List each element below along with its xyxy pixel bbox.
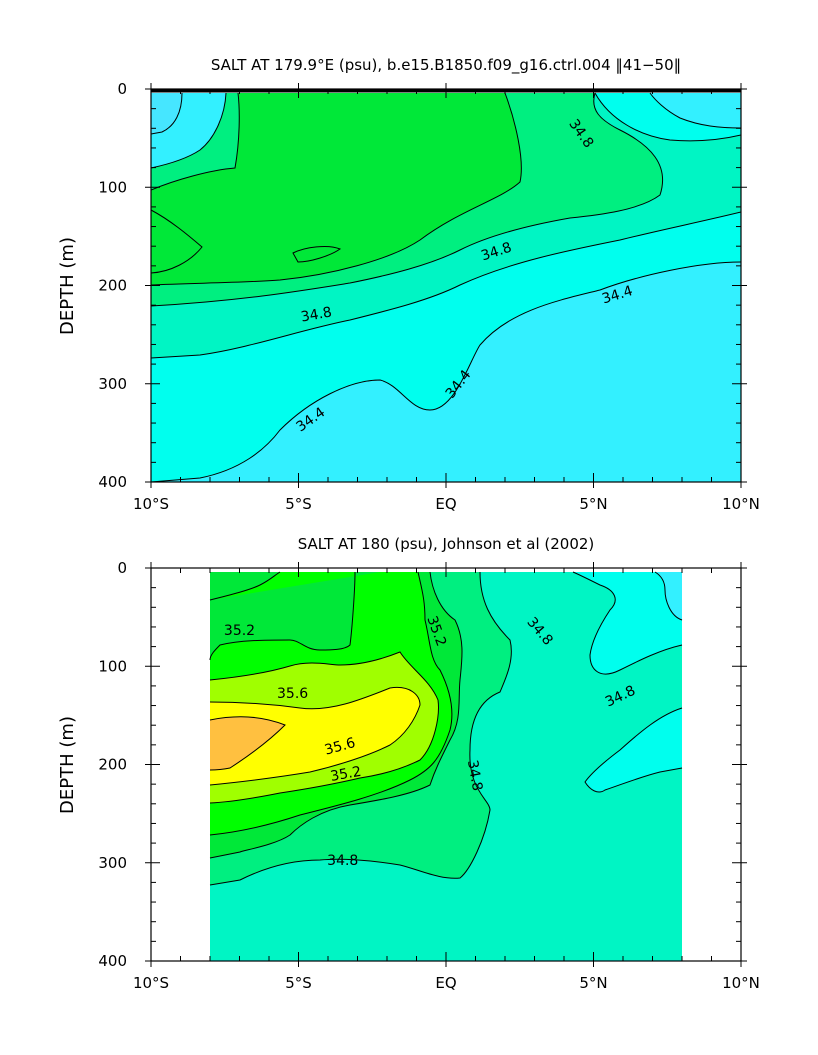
top-chart-title: SALT AT 179.9°E (psu), b.e15.B1850.f09_g… bbox=[211, 56, 681, 75]
bottom-y-tick-label: 400 bbox=[98, 952, 127, 970]
top-y-tick-label: 200 bbox=[98, 277, 127, 295]
bottom-contour-label: 35.2 bbox=[329, 764, 362, 785]
top-x-tick-label: 10°S bbox=[133, 495, 169, 513]
top-y-axis-label: DEPTH (m) bbox=[57, 237, 78, 335]
bottom-y-tick-label: 200 bbox=[98, 756, 127, 774]
top-panel: SALT AT 179.9°E (psu), b.e15.B1850.f09_g… bbox=[57, 56, 760, 513]
top-contour-34.8 bbox=[151, 92, 664, 307]
bottom-contour-fills bbox=[209, 571, 683, 961]
bottom-contour-35.2-upper bbox=[209, 571, 356, 661]
bottom-x-tick-label: 10°S bbox=[133, 974, 169, 992]
bottom-y-axis-label: DEPTH (m) bbox=[57, 716, 78, 814]
bottom-contour-upper-right-2 bbox=[654, 571, 683, 621]
bottom-fill-35.8-36.0 bbox=[210, 687, 420, 785]
top-contour-lines bbox=[151, 92, 741, 482]
bottom-contour-label-text: 35.2 bbox=[224, 623, 255, 639]
bottom-contour-35.2-corner bbox=[209, 571, 281, 601]
bottom-contour-35.2-inner bbox=[209, 571, 453, 836]
bottom-contour-35.8 bbox=[209, 716, 286, 771]
top-fill-35.0-35.2 bbox=[151, 93, 522, 285]
bottom-y-tick-label: 300 bbox=[98, 854, 127, 872]
top-contour-fills bbox=[151, 92, 741, 482]
bottom-x-tick-label: 10°N bbox=[722, 974, 760, 992]
top-contour-34.4-deep bbox=[151, 261, 741, 482]
top-contour-35.0-west bbox=[151, 92, 240, 191]
bottom-fill-upper-right-low bbox=[573, 572, 682, 675]
bottom-axes: 10°S 5°S EQ 5°N 10°N 0 100 200 300 400 bbox=[98, 559, 760, 992]
bottom-contour-label-text: 34.8 bbox=[464, 759, 485, 792]
bottom-fill-lower-right-tongue bbox=[585, 708, 682, 793]
top-x-tick-label: 5°N bbox=[579, 495, 607, 513]
bottom-y-tick-label: 0 bbox=[117, 559, 127, 577]
bottom-contour-lines bbox=[209, 571, 683, 886]
bottom-contour-label: 35.6 bbox=[277, 686, 308, 702]
bottom-contour-35.0 bbox=[209, 571, 463, 859]
bottom-contour-35.6 bbox=[209, 686, 421, 786]
top-contour-label-text: 34.8 bbox=[300, 304, 333, 325]
bottom-chart-title: SALT AT 180 (psu), Johnson et al (2002) bbox=[298, 535, 595, 553]
bottom-x-tick-label: EQ bbox=[435, 974, 456, 992]
bottom-contour-label: 35.2 bbox=[224, 623, 255, 639]
bottom-contour-35.4 bbox=[209, 651, 439, 804]
top-x-tick-label: EQ bbox=[435, 495, 456, 513]
top-contour-upper-left-1 bbox=[151, 92, 227, 169]
top-fill-upper-right-lowest bbox=[650, 93, 741, 128]
top-fill-blob-lon-170 bbox=[151, 209, 203, 274]
bottom-x-tick-label: 5°S bbox=[285, 974, 312, 992]
bottom-panel: SALT AT 180 (psu), Johnson et al (2002) bbox=[57, 535, 760, 992]
bottom-contour-label: 35.6 bbox=[323, 735, 357, 759]
bottom-contour-upper-right-1 bbox=[572, 571, 683, 675]
bottom-contour-label-text: 35.2 bbox=[329, 764, 362, 785]
bottom-contour-label-text: 35.6 bbox=[323, 735, 357, 759]
bottom-contour-label: 34.8 bbox=[327, 853, 358, 869]
bottom-contour-34.8-outer bbox=[209, 571, 512, 886]
top-y-tick-label: 100 bbox=[98, 178, 127, 196]
top-contour-34.6 bbox=[151, 211, 741, 359]
top-contour-label: 34.8 bbox=[300, 304, 333, 325]
top-y-tick-label: 400 bbox=[98, 473, 127, 491]
bottom-contour-label-text: 35.6 bbox=[277, 686, 308, 702]
top-y-tick-label: 0 bbox=[117, 80, 127, 98]
bottom-contour-label: 34.8 bbox=[464, 759, 485, 792]
top-y-tick-label: 300 bbox=[98, 375, 127, 393]
top-contour-upper-right-2 bbox=[649, 92, 741, 129]
bottom-contour-label-text: 34.8 bbox=[327, 853, 358, 869]
bottom-x-tick-label: 5°N bbox=[579, 974, 607, 992]
top-fill-blob-lon-175 bbox=[292, 245, 342, 263]
top-contour-upper-left-2 bbox=[151, 92, 183, 135]
top-x-tick-label: 5°S bbox=[285, 495, 312, 513]
top-axes: 10°S 5°S EQ 5°N 10°N 0 100 200 300 400 bbox=[98, 80, 760, 513]
top-contour-35.0 bbox=[151, 92, 522, 286]
top-x-tick-label: 10°N bbox=[722, 495, 760, 513]
bottom-fill-36.0 bbox=[210, 716, 285, 770]
bottom-contour-lower-right bbox=[584, 707, 683, 793]
top-contour-upper-right-1 bbox=[594, 92, 741, 142]
bottom-y-tick-label: 100 bbox=[98, 657, 127, 675]
top-fill-upper-left-lowest bbox=[151, 93, 182, 134]
